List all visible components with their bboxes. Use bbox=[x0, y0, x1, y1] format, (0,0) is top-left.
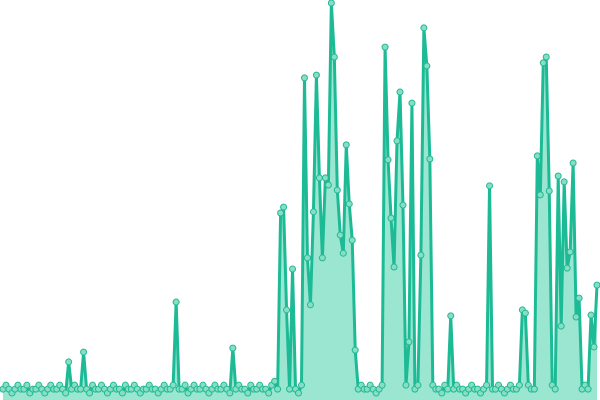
data-point bbox=[587, 311, 595, 319]
data-point bbox=[390, 263, 398, 271]
data-point bbox=[408, 99, 416, 107]
data-point bbox=[65, 358, 73, 366]
data-point bbox=[226, 389, 234, 397]
data-point bbox=[318, 254, 326, 262]
data-point bbox=[384, 156, 392, 164]
data-point bbox=[396, 88, 404, 96]
data-point bbox=[289, 265, 297, 273]
data-point bbox=[444, 385, 452, 393]
data-point bbox=[339, 249, 347, 257]
data-point bbox=[539, 59, 547, 67]
data-point bbox=[306, 301, 314, 309]
data-point bbox=[438, 389, 446, 397]
data-point bbox=[271, 377, 279, 385]
data-point bbox=[423, 62, 431, 70]
data-point bbox=[399, 201, 407, 209]
data-point bbox=[590, 343, 598, 351]
data-point bbox=[244, 389, 252, 397]
data-point bbox=[351, 346, 359, 354]
data-point bbox=[387, 214, 395, 222]
data-point bbox=[300, 74, 308, 82]
data-point bbox=[23, 381, 31, 389]
series-area bbox=[3, 3, 597, 400]
data-point bbox=[274, 385, 282, 393]
data-point bbox=[280, 203, 288, 211]
data-point bbox=[181, 381, 189, 389]
data-point bbox=[86, 389, 94, 397]
data-point bbox=[381, 43, 389, 51]
data-point bbox=[265, 389, 273, 397]
data-point bbox=[315, 174, 323, 182]
data-point bbox=[309, 208, 317, 216]
data-point bbox=[420, 24, 428, 32]
data-point bbox=[378, 381, 386, 389]
data-point bbox=[572, 313, 580, 321]
data-point bbox=[169, 381, 177, 389]
data-point bbox=[584, 385, 592, 393]
data-point bbox=[569, 159, 577, 167]
data-point bbox=[414, 381, 422, 389]
data-point bbox=[342, 141, 350, 149]
data-point bbox=[551, 385, 559, 393]
data-point bbox=[277, 209, 285, 217]
data-point bbox=[483, 381, 491, 389]
data-point bbox=[426, 155, 434, 163]
data-point bbox=[575, 294, 583, 302]
data-point bbox=[80, 348, 88, 356]
data-point bbox=[521, 309, 529, 317]
data-point bbox=[563, 264, 571, 272]
data-point bbox=[303, 254, 311, 262]
data-point bbox=[330, 53, 338, 61]
data-point bbox=[486, 182, 494, 190]
data-point bbox=[118, 389, 126, 397]
data-point bbox=[533, 152, 541, 160]
data-point bbox=[447, 312, 455, 320]
data-point bbox=[348, 236, 356, 244]
data-point bbox=[336, 231, 344, 239]
data-point bbox=[283, 306, 291, 314]
data-point bbox=[557, 322, 565, 330]
data-point bbox=[62, 389, 70, 397]
data-point bbox=[286, 385, 294, 393]
data-point bbox=[402, 381, 410, 389]
data-point bbox=[530, 385, 538, 393]
data-point bbox=[405, 338, 413, 346]
data-point bbox=[593, 281, 600, 289]
data-point bbox=[545, 187, 553, 195]
data-point bbox=[321, 174, 329, 182]
data-point bbox=[542, 53, 550, 61]
data-point bbox=[312, 71, 320, 79]
data-point bbox=[345, 200, 353, 208]
data-point bbox=[333, 186, 341, 194]
data-point bbox=[566, 248, 574, 256]
data-point bbox=[324, 181, 332, 189]
data-point bbox=[536, 191, 544, 199]
data-point bbox=[297, 381, 305, 389]
data-point bbox=[229, 344, 237, 352]
data-point bbox=[560, 178, 568, 186]
data-point bbox=[295, 389, 303, 397]
data-point bbox=[417, 251, 425, 259]
data-point bbox=[515, 381, 523, 389]
data-point bbox=[327, 0, 335, 7]
data-point bbox=[77, 385, 85, 393]
data-point bbox=[554, 172, 562, 180]
data-point bbox=[172, 298, 180, 306]
data-point bbox=[393, 137, 401, 145]
